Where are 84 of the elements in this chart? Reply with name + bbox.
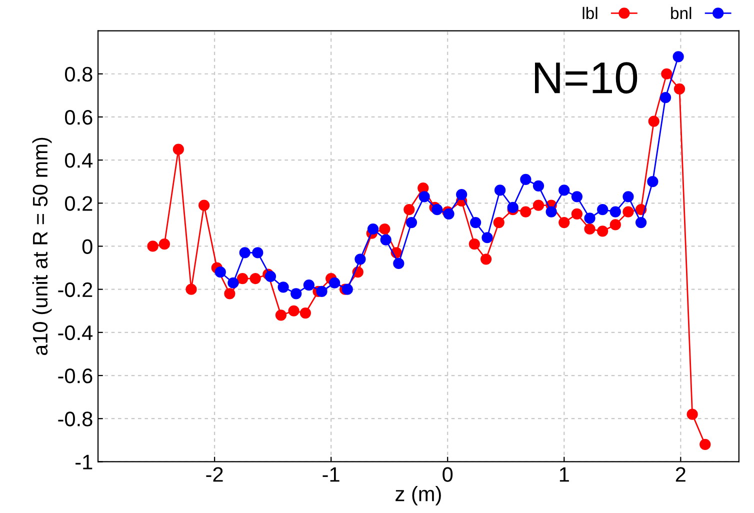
- point: [622, 206, 634, 218]
- point: [393, 258, 404, 270]
- y-tick-label: 0.2: [65, 196, 92, 211]
- point: [239, 247, 250, 258]
- point: [354, 254, 366, 265]
- point: [597, 204, 608, 216]
- point: [558, 184, 570, 196]
- point: [661, 68, 672, 80]
- point: [470, 216, 482, 228]
- x-axis-title: z (m): [396, 486, 441, 506]
- point: [468, 238, 480, 250]
- point: [597, 226, 608, 237]
- x-tick-label: -2: [206, 467, 223, 482]
- point: [647, 176, 658, 188]
- point: [329, 277, 340, 288]
- point: [198, 200, 210, 211]
- point: [404, 204, 415, 216]
- point: [316, 286, 328, 298]
- point: [432, 204, 443, 216]
- y-tick-label: -0.4: [58, 325, 93, 340]
- y-tick-label: -0.8: [58, 412, 92, 426]
- point: [558, 216, 570, 228]
- y-tick-label: 0.4: [65, 153, 93, 168]
- point: [672, 51, 684, 62]
- point: [635, 216, 647, 228]
- point: [648, 116, 660, 127]
- x-tick-label: 1: [560, 467, 569, 482]
- point: [494, 184, 506, 196]
- point: [584, 223, 596, 235]
- point: [520, 206, 532, 218]
- point: [418, 191, 430, 202]
- point: [456, 188, 468, 200]
- x-tick-label: -1: [322, 467, 340, 482]
- point: [546, 206, 557, 218]
- y-tick-label: 0.6: [65, 110, 92, 125]
- y-axis-title: a10 (unit at R = 50 mm): [32, 138, 52, 356]
- point: [686, 408, 698, 420]
- legend-label: bnl: [671, 6, 692, 20]
- point: [214, 266, 226, 278]
- point: [584, 212, 596, 224]
- point: [367, 223, 379, 235]
- annotation: N=10: [535, 62, 638, 94]
- point: [236, 273, 248, 284]
- point: [250, 273, 261, 284]
- legend-label: lbl: [582, 6, 598, 20]
- point: [482, 232, 493, 244]
- point: [278, 282, 289, 293]
- point: [493, 216, 504, 228]
- point: [674, 83, 686, 95]
- point: [158, 238, 170, 250]
- point: [571, 191, 583, 202]
- point: [303, 279, 314, 291]
- point: [571, 208, 583, 220]
- point: [275, 310, 287, 321]
- point: [264, 270, 276, 282]
- point: [622, 191, 634, 202]
- point: [147, 240, 158, 252]
- point: [406, 216, 418, 228]
- point: [228, 277, 239, 288]
- y-tick-label: 0.8: [65, 66, 92, 82]
- point: [610, 219, 621, 230]
- point: [186, 284, 197, 295]
- point: [520, 174, 532, 186]
- point: [172, 144, 184, 155]
- point: [380, 234, 392, 246]
- x-tick-label: 2: [676, 467, 686, 482]
- y-tick-label: -1: [76, 454, 92, 470]
- y-tick-label: -0.6: [58, 368, 92, 384]
- point: [224, 288, 236, 300]
- point: [300, 307, 311, 319]
- y-tick-label: -0.2: [58, 282, 92, 298]
- point: [507, 202, 518, 214]
- point: [480, 254, 492, 265]
- x-tick-label: 0: [442, 467, 453, 482]
- point: [700, 438, 711, 450]
- point: [532, 180, 544, 192]
- point: [290, 288, 302, 300]
- point: [288, 305, 300, 316]
- point: [660, 92, 672, 104]
- point: [532, 200, 544, 211]
- point: [252, 247, 264, 258]
- y-tick-label: 0: [82, 239, 92, 254]
- point: [379, 223, 390, 235]
- point: [610, 206, 621, 218]
